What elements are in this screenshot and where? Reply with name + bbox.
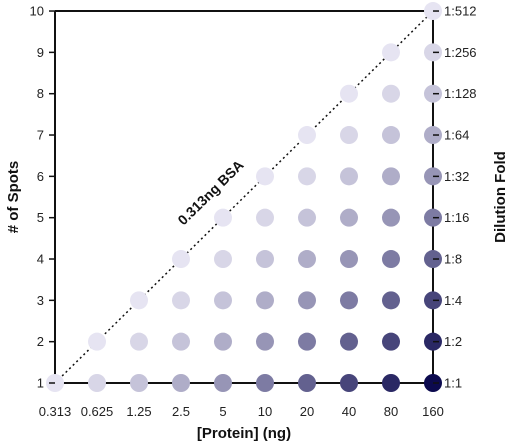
spot-5-row-4 (214, 250, 232, 269)
spot-80-row-1 (382, 374, 400, 392)
spot-10-row-4 (256, 250, 274, 269)
spot-40-row-8 (340, 84, 358, 103)
y2-tick-label: 1:16 (444, 210, 469, 225)
x-tick-label: 0.313 (39, 404, 72, 419)
spot-2.5-row-1 (172, 374, 190, 392)
spot-0.625-row-2 (88, 332, 106, 351)
x-tick-label: 160 (422, 404, 444, 419)
spot-20-row-4 (298, 250, 316, 269)
spot-5-row-5 (214, 208, 232, 227)
spot-10-row-6 (256, 167, 274, 186)
y2-tick-label: 1:64 (444, 128, 469, 143)
x-axis-label: [Protein] (ng) (197, 425, 291, 442)
x-tick-label: 1.25 (126, 404, 151, 419)
y-tick-label: 6 (37, 169, 44, 184)
spot-20-row-1 (298, 374, 316, 392)
y2-tick-label: 1:4 (444, 293, 462, 308)
spot-1.25-row-3 (130, 291, 148, 310)
y-tick-label: 4 (37, 252, 44, 267)
spot-40-row-6 (340, 167, 358, 186)
y2-tick-label: 1:1 (444, 376, 462, 391)
spot-80-row-4 (382, 250, 400, 269)
spot-10-row-2 (256, 332, 274, 351)
spot-40-row-2 (340, 332, 358, 351)
y-tick-label: 1 (37, 376, 44, 391)
spot-80-row-5 (382, 208, 400, 227)
spot-20-row-6 (298, 167, 316, 186)
y-tick-label: 10 (30, 4, 44, 19)
spot-40-row-4 (340, 250, 358, 269)
y-tick-label: 9 (37, 45, 44, 60)
y2-tick-label: 1:128 (444, 86, 477, 101)
y2-tick-label: 1:512 (444, 4, 477, 19)
spot-1.25-row-1 (130, 374, 148, 392)
spot-80-row-2 (382, 332, 400, 351)
spot-10-row-1 (256, 374, 274, 392)
x-tick-label: 10 (258, 404, 272, 419)
spot-20-row-3 (298, 291, 316, 310)
x-tick-label: 2.5 (172, 404, 190, 419)
x-tick-label: 0.625 (81, 404, 114, 419)
spot-80-row-6 (382, 167, 400, 186)
x-tick-label: 20 (300, 404, 314, 419)
spot-80-row-3 (382, 291, 400, 310)
y2-tick-label: 1:256 (444, 45, 477, 60)
spot-5-row-1 (214, 374, 232, 392)
spot-5-row-2 (214, 332, 232, 351)
ticks-layer: 0.313 0.625 1.25 2.5 5 10 20 40 80 160 1 2 3 4 5 6 7 8 9 10… (30, 4, 477, 419)
spot-10-row-3 (256, 291, 274, 310)
spot-2.5-row-3 (172, 291, 190, 310)
spot-40-row-3 (340, 291, 358, 310)
x-tick-label: 40 (342, 404, 356, 419)
spot-80-row-8 (382, 84, 400, 103)
x-tick-label: 5 (219, 404, 226, 419)
dots-layer (46, 2, 442, 392)
spot-20-row-2 (298, 332, 316, 351)
spot-10-row-5 (256, 208, 274, 227)
spot-2.5-row-2 (172, 332, 190, 351)
spot-80-row-9 (382, 43, 400, 62)
spot-80-row-7 (382, 126, 400, 145)
spot-40-row-7 (340, 126, 358, 145)
diagonal-annotation: 0.313ng BSA (174, 157, 246, 228)
x-tick-label: 80 (384, 404, 398, 419)
spot-20-row-5 (298, 208, 316, 227)
spot-1.25-row-2 (130, 332, 148, 351)
y2-tick-label: 1:2 (444, 334, 462, 349)
y2-axis-label: Dilution Fold (492, 151, 509, 243)
spot-5-row-3 (214, 291, 232, 310)
spot-20-row-7 (298, 126, 316, 145)
spot-0.625-row-1 (88, 374, 106, 392)
spot-40-row-1 (340, 374, 358, 392)
spot-40-row-5 (340, 208, 358, 227)
y-axis-label: # of Spots (5, 161, 22, 234)
y-tick-label: 8 (37, 86, 44, 101)
diagonal-line (54, 10, 434, 384)
y-tick-label: 3 (37, 293, 44, 308)
y-tick-label: 5 (37, 210, 44, 225)
y-tick-label: 2 (37, 334, 44, 349)
y2-tick-label: 1:8 (444, 252, 462, 267)
spot-2.5-row-4 (172, 250, 190, 269)
y2-tick-label: 1:32 (444, 169, 469, 184)
y-tick-label: 7 (37, 128, 44, 143)
